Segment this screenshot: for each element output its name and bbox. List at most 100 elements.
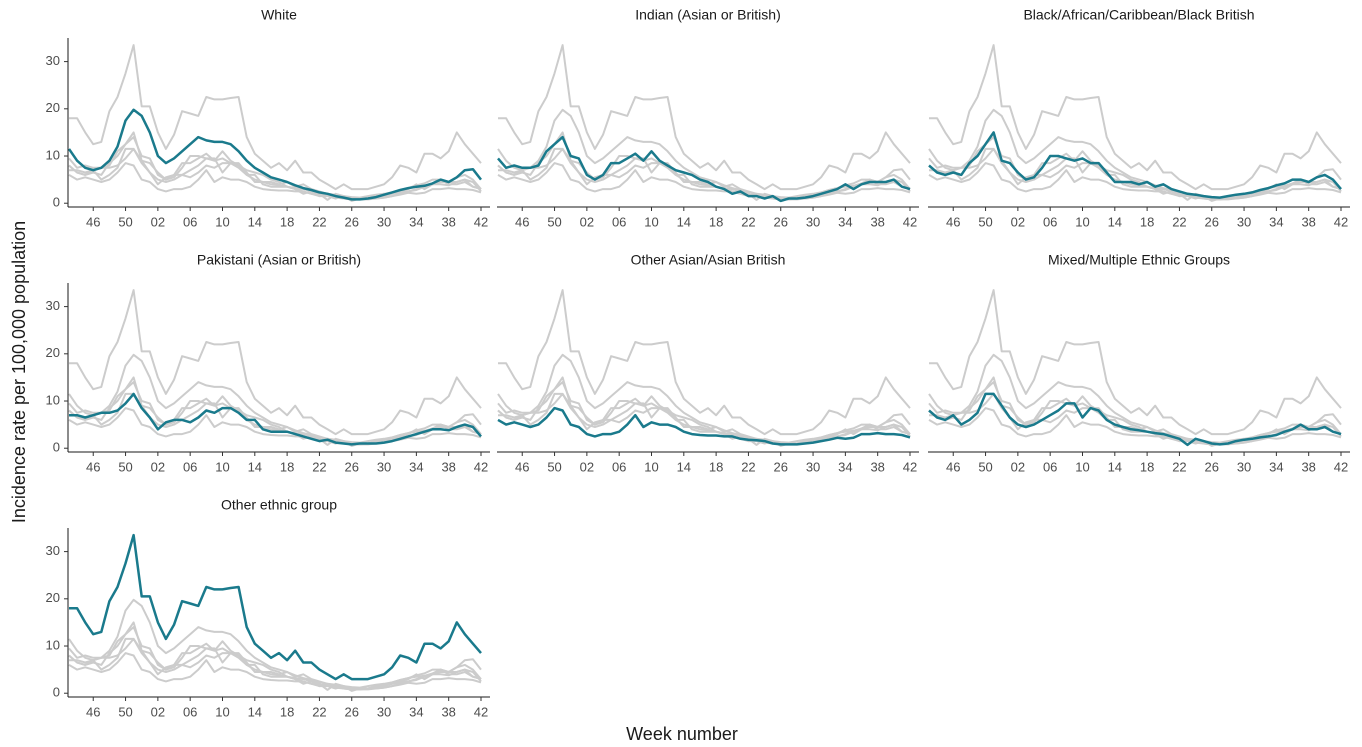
y-tick-label: 30 [46, 53, 60, 68]
x-tick-label: 26 [345, 704, 359, 719]
series-line [68, 392, 482, 446]
x-tick-label: 02 [580, 459, 594, 474]
series-line [928, 131, 1342, 199]
x-tick-label: 38 [870, 214, 884, 229]
series-line [498, 392, 911, 446]
x-tick-label: 38 [1301, 214, 1315, 229]
x-tick-label: 14 [677, 459, 691, 474]
x-tick-label: 18 [280, 704, 294, 719]
y-tick-label: 30 [46, 543, 60, 558]
y-tick-label: 30 [46, 298, 60, 313]
series-line [69, 289, 482, 436]
series-line [497, 406, 911, 446]
x-tick-label: 38 [441, 214, 455, 229]
x-tick-label: 50 [118, 704, 132, 719]
x-tick-label: 30 [1237, 214, 1251, 229]
x-tick-label: 06 [183, 214, 197, 229]
x-tick-label: 50 [118, 214, 132, 229]
x-tick-label: 38 [1301, 459, 1315, 474]
series-line [497, 162, 911, 201]
x-tick-label: 46 [946, 214, 960, 229]
series-line [69, 533, 482, 681]
x-tick-label: 02 [151, 459, 165, 474]
x-tick-label: 18 [709, 459, 723, 474]
x-tick-label: 34 [1269, 459, 1283, 474]
series-line [68, 637, 482, 691]
series-line [498, 44, 911, 191]
x-tick-label: 22 [1172, 214, 1186, 229]
x-tick-label: 34 [409, 214, 423, 229]
x-tick-label: 38 [441, 704, 455, 719]
series-line [68, 162, 482, 201]
x-tick-label: 18 [1140, 459, 1154, 474]
x-tick-label: 46 [86, 704, 100, 719]
x-tick-label: 30 [377, 459, 391, 474]
x-tick-label: 10 [215, 704, 229, 719]
y-tick-label: 10 [46, 637, 60, 652]
x-tick-label: 14 [248, 704, 262, 719]
series-line [497, 135, 911, 203]
x-tick-label: 22 [1172, 459, 1186, 474]
x-tick-label: 50 [978, 459, 992, 474]
series-line [929, 44, 1342, 191]
y-tick-label: 20 [46, 100, 60, 115]
x-tick-label: 30 [377, 214, 391, 229]
x-tick-label: 26 [774, 214, 788, 229]
panel-title: White [261, 7, 297, 23]
x-tick-label: 22 [741, 459, 755, 474]
x-tick-label: 14 [1108, 459, 1122, 474]
series-line [497, 147, 911, 201]
x-tick-label: 50 [547, 214, 561, 229]
panel-title: Other ethnic group [221, 497, 337, 513]
x-tick-label: 38 [870, 459, 884, 474]
series-line [68, 407, 482, 446]
series-line [928, 136, 1342, 202]
series-line [68, 136, 482, 202]
x-tick-label: 02 [1011, 214, 1025, 229]
x-tick-label: 50 [978, 214, 992, 229]
series-line [69, 147, 482, 201]
x-tick-label: 42 [903, 459, 917, 474]
x-tick-label: 10 [1075, 214, 1089, 229]
x-tick-label: 02 [1011, 459, 1025, 474]
x-tick-label: 42 [474, 459, 488, 474]
series-line [928, 147, 1342, 201]
x-tick-label: 46 [515, 459, 529, 474]
series-line [929, 289, 1342, 436]
x-tick-label: 50 [547, 459, 561, 474]
series-line [68, 376, 482, 444]
y-tick-label: 0 [53, 195, 60, 210]
x-tick-label: 06 [183, 704, 197, 719]
x-tick-label: 26 [1205, 459, 1219, 474]
x-tick-label: 34 [409, 704, 423, 719]
x-tick-label: 14 [677, 214, 691, 229]
x-tick-label: 34 [838, 459, 852, 474]
x-tick-label: 38 [441, 459, 455, 474]
series-line [928, 376, 1342, 444]
series-line [928, 392, 1342, 447]
series-line [928, 407, 1342, 446]
series-line [929, 392, 1342, 446]
x-tick-label: 42 [1334, 459, 1348, 474]
series-line [497, 376, 911, 444]
x-tick-label: 42 [474, 214, 488, 229]
x-tick-label: 10 [215, 214, 229, 229]
x-tick-label: 26 [345, 214, 359, 229]
y-tick-label: 0 [53, 685, 60, 700]
series-line [69, 637, 482, 691]
x-tick-label: 18 [280, 214, 294, 229]
y-axis-title: Incidence rate per 100,000 population [9, 221, 29, 523]
x-tick-label: 06 [1043, 214, 1057, 229]
x-tick-label: 06 [612, 214, 626, 229]
series-line [68, 147, 482, 201]
x-tick-label: 02 [151, 704, 165, 719]
x-tick-label: 06 [183, 459, 197, 474]
y-tick-label: 10 [46, 392, 60, 407]
series-line [928, 381, 1342, 447]
x-tick-label: 46 [86, 459, 100, 474]
x-tick-label: 42 [903, 214, 917, 229]
x-tick-label: 30 [1237, 459, 1251, 474]
x-tick-label: 26 [774, 459, 788, 474]
series-line [68, 652, 482, 691]
x-tick-label: 10 [644, 459, 658, 474]
